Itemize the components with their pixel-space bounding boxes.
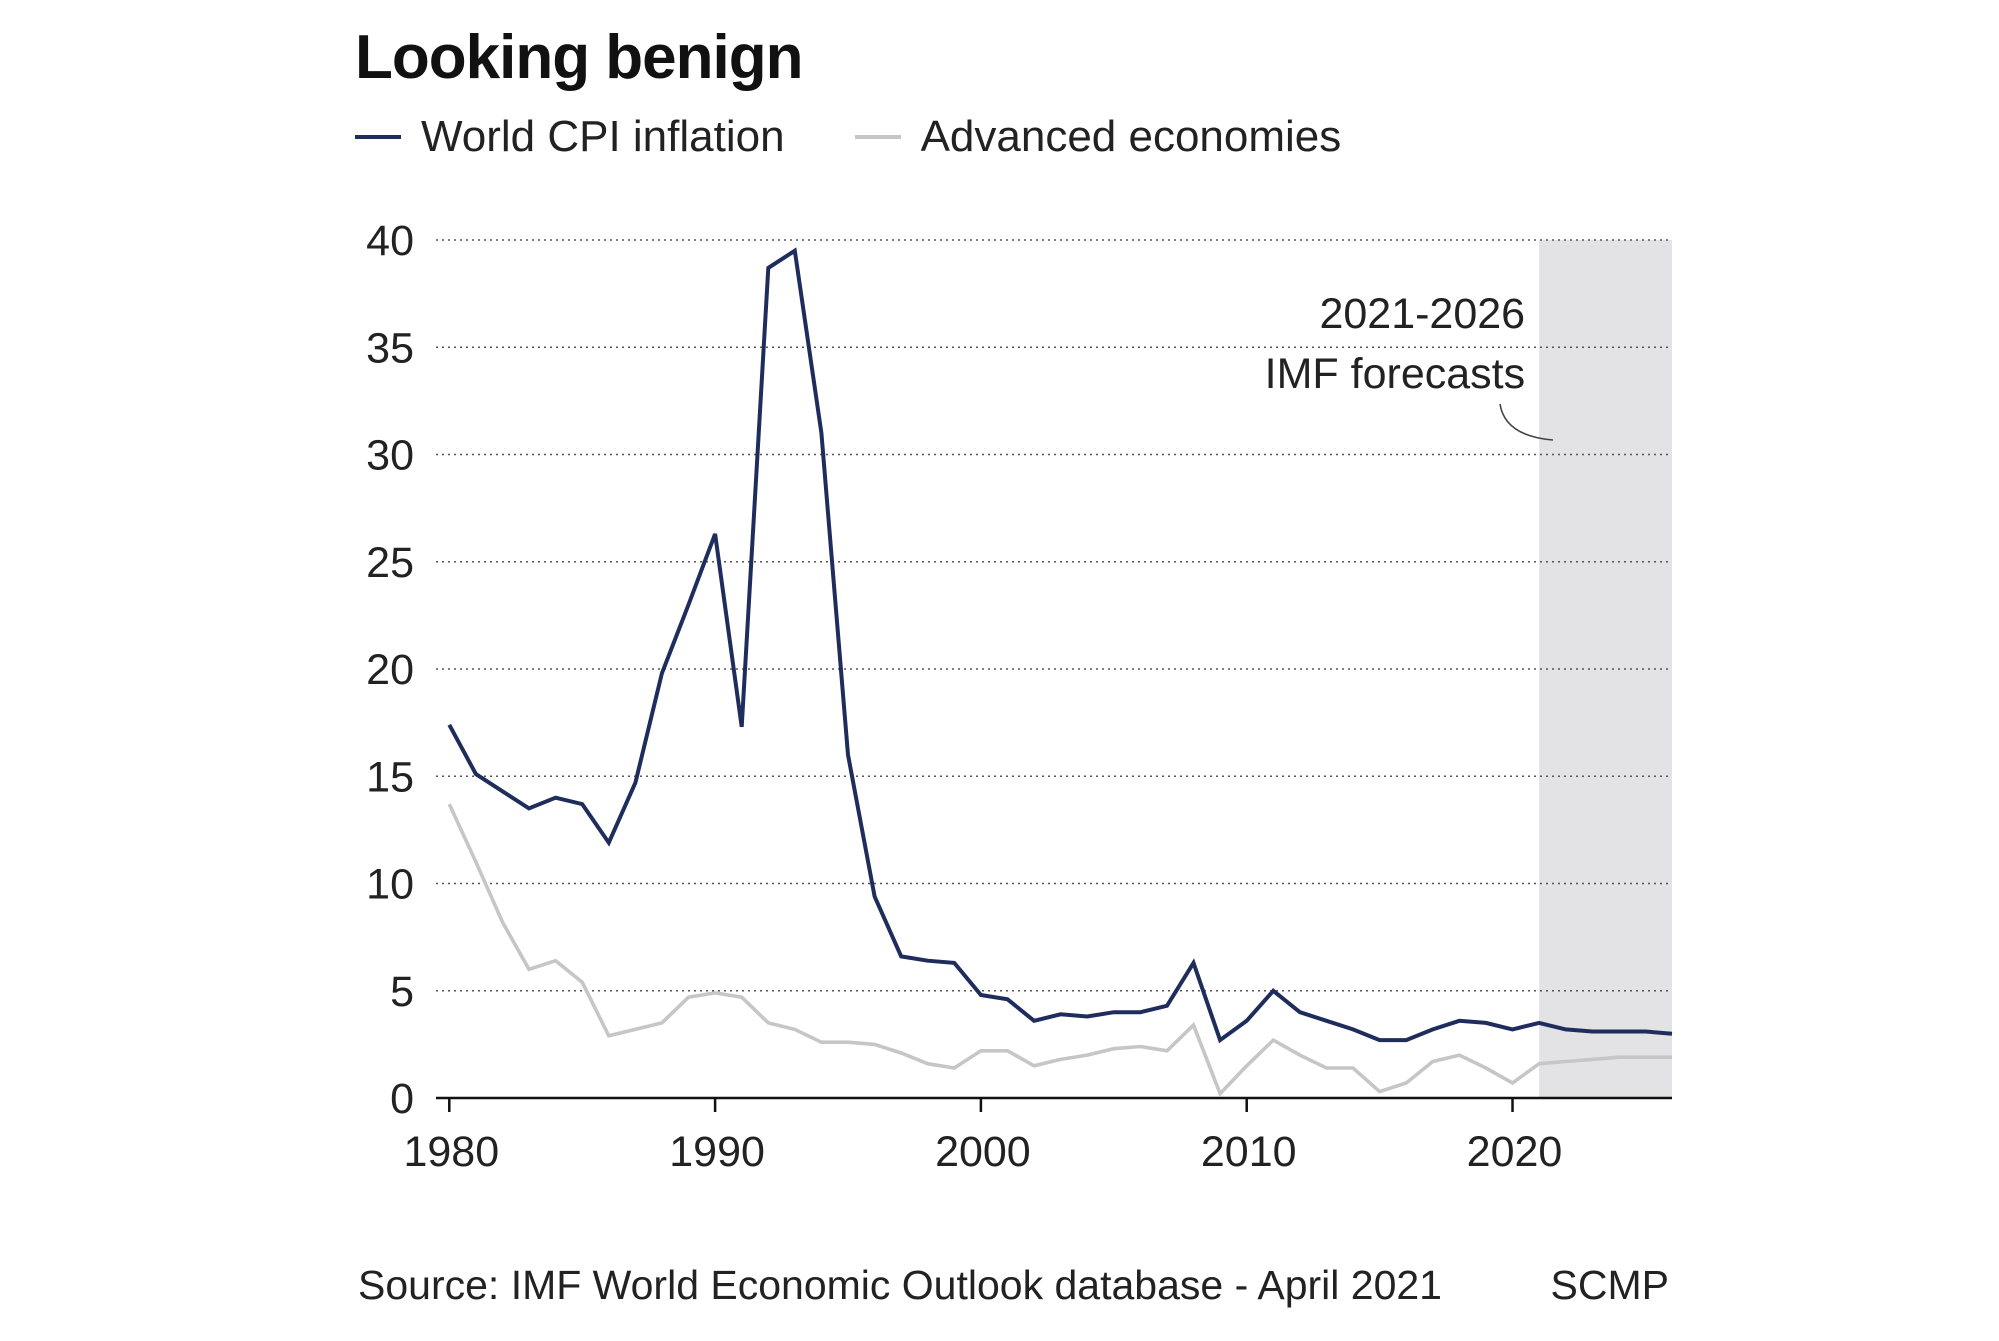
- annotation-layer: 2021-2026 IMF forecasts: [1265, 290, 1554, 441]
- axis-layer: 1980 1990 2000 2010 2020: [403, 1096, 1672, 1176]
- chart-title: Looking benign: [355, 23, 803, 92]
- legend-item-world: World CPI inflation: [355, 112, 785, 162]
- legend: World CPI inflation Advanced economies: [355, 112, 1411, 162]
- annotation-pointer: [1499, 403, 1554, 441]
- grid-layer: 0 5 10 15 20 25 30 35 40: [366, 217, 1672, 1123]
- legend-label-world: World CPI inflation: [421, 112, 785, 161]
- x-tick-label-2010: 2010: [1201, 1128, 1297, 1176]
- series-line-world-cpi: [447, 247, 1673, 1044]
- y-tick-label-10: 10: [366, 861, 414, 909]
- x-tick-label-2000: 2000: [935, 1128, 1031, 1176]
- annotation-line-1: 2021-2026: [1319, 290, 1525, 338]
- y-tick-label-5: 5: [390, 968, 414, 1016]
- series-layer: [447, 247, 1673, 1097]
- legend-label-advanced: Advanced economies: [920, 112, 1342, 161]
- legend-item-advanced: Advanced economies: [854, 112, 1342, 162]
- x-tick-label-1990: 1990: [669, 1128, 765, 1176]
- source-note: Source: IMF World Economic Outlook datab…: [358, 1262, 1442, 1308]
- series-line-advanced-economies: [447, 803, 1672, 1097]
- x-tick-label-1980: 1980: [403, 1128, 499, 1176]
- y-tick-label-25: 25: [366, 539, 414, 587]
- y-tick-label-35: 35: [366, 324, 414, 372]
- y-tick-label-40: 40: [366, 217, 414, 265]
- y-tick-label-15: 15: [366, 753, 414, 801]
- y-tick-label-20: 20: [366, 646, 414, 694]
- y-tick-label-30: 30: [366, 432, 414, 480]
- legend-swatch-world: [355, 135, 401, 139]
- annotation-line-2: IMF forecasts: [1265, 350, 1525, 398]
- brand-label: SCMP: [1550, 1262, 1669, 1308]
- x-tick-label-2020: 2020: [1467, 1128, 1563, 1176]
- legend-swatch-advanced: [854, 135, 901, 139]
- y-tick-label-0: 0: [390, 1075, 414, 1123]
